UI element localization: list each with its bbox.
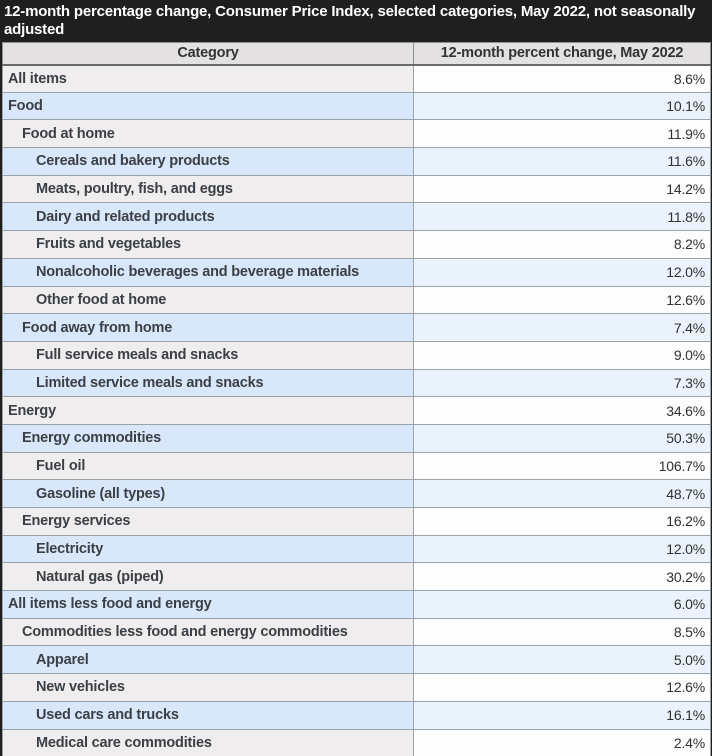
value-cell: 11.6% <box>413 147 711 176</box>
value-cell: 50.3% <box>413 423 711 453</box>
table-row: Energy 34.6% <box>2 396 711 425</box>
header-row: Category 12-month percent change, May 20… <box>2 42 711 66</box>
category-cell: All items <box>2 64 414 93</box>
value-cell: 7.3% <box>413 368 711 398</box>
category-cell: Apparel <box>2 645 414 675</box>
table-container: Category 12-month percent change, May 20… <box>2 42 711 756</box>
value-cell: 9.0% <box>413 340 711 370</box>
table-row: Medical care commodities 2.4% <box>2 728 711 756</box>
category-cell: Cereals and bakery products <box>2 147 414 176</box>
table-row: New vehicles 12.6% <box>2 673 711 702</box>
value-cell: 5.0% <box>413 645 711 675</box>
value-cell: 8.5% <box>413 617 711 647</box>
category-cell: Full service meals and snacks <box>2 340 414 370</box>
category-cell: Limited service meals and snacks <box>2 368 414 398</box>
table-row: Apparel 5.0% <box>2 645 711 675</box>
category-cell: Meats, poultry, fish, and eggs <box>2 174 414 204</box>
table-row: Natural gas (piped) 30.2% <box>2 562 711 592</box>
table-row: Gasoline (all types) 48.7% <box>2 479 711 508</box>
category-cell: Commodities less food and energy commodi… <box>2 617 414 647</box>
category-cell: Gasoline (all types) <box>2 479 414 508</box>
category-cell: Food <box>2 91 414 121</box>
column-header-value: 12-month percent change, May 2022 <box>413 42 711 66</box>
value-cell: 8.6% <box>413 64 711 93</box>
table-row: Energy services 16.2% <box>2 507 711 536</box>
table-row: Meats, poultry, fish, and eggs 14.2% <box>2 174 711 204</box>
value-cell: 30.2% <box>413 562 711 592</box>
category-cell: Nonalcoholic beverages and beverage mate… <box>2 257 414 287</box>
table-row: Cereals and bakery products 11.6% <box>2 147 711 176</box>
cpi-table: Category 12-month percent change, May 20… <box>2 42 711 756</box>
value-cell: 16.2% <box>413 507 711 536</box>
value-cell: 12.0% <box>413 257 711 287</box>
value-cell: 10.1% <box>413 91 711 121</box>
category-cell: Energy commodities <box>2 423 414 453</box>
category-cell: Energy services <box>2 507 414 536</box>
category-cell: Energy <box>2 396 414 425</box>
value-cell: 7.4% <box>413 313 711 342</box>
value-cell: 14.2% <box>413 174 711 204</box>
category-cell: Food away from home <box>2 313 414 342</box>
value-cell: 11.9% <box>413 119 711 149</box>
table-row: Fruits and vegetables 8.2% <box>2 230 711 259</box>
table-row: Fuel oil 106.7% <box>2 451 711 481</box>
value-cell: 16.1% <box>413 700 711 730</box>
value-cell: 106.7% <box>413 451 711 481</box>
category-cell: Other food at home <box>2 285 414 315</box>
table-row: Dairy and related products 11.8% <box>2 202 711 232</box>
category-cell: Electricity <box>2 534 414 564</box>
page-title: 12-month percentage change, Consumer Pri… <box>4 3 696 38</box>
table-row: Other food at home 12.6% <box>2 285 711 315</box>
table-row: Energy commodities 50.3% <box>2 423 711 453</box>
table-row: Used cars and trucks 16.1% <box>2 700 711 730</box>
masthead-ghost-text: OF LABOR STATISTICS <box>28 0 215 4</box>
table-row: Food 10.1% <box>2 91 711 121</box>
value-cell: 12.6% <box>413 673 711 702</box>
category-cell: New vehicles <box>2 673 414 702</box>
category-cell: Used cars and trucks <box>2 700 414 730</box>
table-row: All items 8.6% <box>2 64 711 93</box>
column-header-category: Category <box>2 42 414 66</box>
table-row: Food at home 11.9% <box>2 119 711 149</box>
value-cell: 12.6% <box>413 285 711 315</box>
category-cell: Fuel oil <box>2 451 414 481</box>
table-row: Food away from home 7.4% <box>2 313 711 342</box>
table-row: Limited service meals and snacks 7.3% <box>2 368 711 398</box>
category-cell: Food at home <box>2 119 414 149</box>
table-row: All items less food and energy 6.0% <box>2 590 711 619</box>
category-cell: Natural gas (piped) <box>2 562 414 592</box>
category-cell: Dairy and related products <box>2 202 414 232</box>
value-cell: 6.0% <box>413 590 711 619</box>
category-cell: All items less food and energy <box>2 590 414 619</box>
category-cell: Medical care commodities <box>2 728 414 756</box>
value-cell: 2.4% <box>413 728 711 756</box>
value-cell: 8.2% <box>413 230 711 259</box>
value-cell: 48.7% <box>413 479 711 508</box>
value-cell: 11.8% <box>413 202 711 232</box>
value-cell: 12.0% <box>413 534 711 564</box>
value-cell: 34.6% <box>413 396 711 425</box>
table-row: Full service meals and snacks 9.0% <box>2 340 711 370</box>
table-row: Commodities less food and energy commodi… <box>2 617 711 647</box>
title-bar: OF LABOR STATISTICS 12-month percentage … <box>0 0 712 40</box>
category-cell: Fruits and vegetables <box>2 230 414 259</box>
table-row: Electricity 12.0% <box>2 534 711 564</box>
table-row: Nonalcoholic beverages and beverage mate… <box>2 257 711 287</box>
